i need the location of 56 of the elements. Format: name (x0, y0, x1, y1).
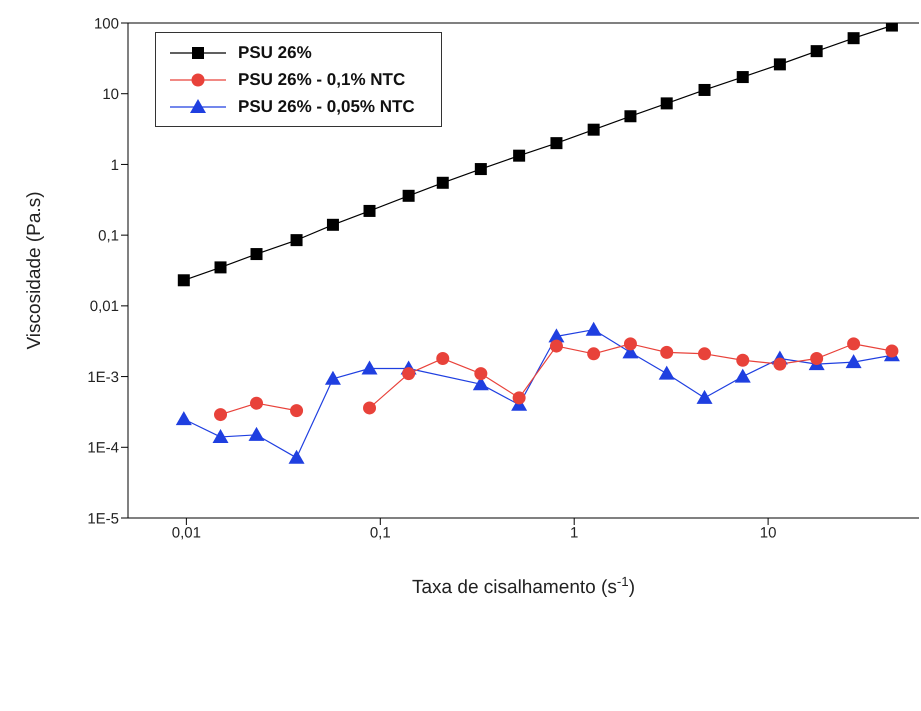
point (624, 337, 637, 350)
y-tick-label: 1E-3 (87, 368, 119, 386)
y-tick-label: 100 (94, 15, 119, 32)
point (250, 396, 264, 410)
point (698, 84, 711, 96)
y-tick-label: 1E-4 (87, 440, 119, 457)
point (290, 234, 303, 246)
point (810, 45, 823, 58)
point (885, 344, 898, 358)
point (736, 354, 750, 367)
x-tick-label: 1 (570, 524, 578, 542)
x-tick-label: 0,01 (172, 524, 201, 542)
point (736, 71, 749, 84)
point (810, 352, 824, 366)
point (512, 391, 526, 404)
point (588, 124, 600, 136)
point (326, 218, 339, 231)
point (774, 58, 786, 70)
legend-label: PSU 26% - 0,05% NTC (238, 96, 415, 116)
point (847, 337, 860, 350)
point (513, 150, 526, 162)
y-axis-title: Viscosidade (Pa.s) (24, 191, 45, 350)
y-tick-label: 1 (110, 156, 119, 174)
point (363, 401, 376, 414)
point (587, 347, 600, 360)
point (214, 408, 228, 422)
point (362, 360, 378, 375)
point (698, 347, 712, 360)
point (550, 137, 562, 150)
point (212, 428, 229, 443)
point (474, 163, 487, 176)
x-tick-label: 10 (760, 524, 776, 542)
point (660, 97, 673, 110)
legend-label: PSU 26% (238, 42, 312, 62)
y-tick-label: 0,1 (98, 227, 119, 244)
point (660, 346, 674, 359)
point (250, 248, 263, 260)
x-tick-label: 0,1 (370, 524, 391, 542)
point (848, 32, 860, 44)
legend-label: PSU 26% - 0,1% NTC (238, 70, 406, 90)
point (550, 340, 563, 353)
point (178, 274, 190, 286)
point (364, 204, 376, 217)
point (474, 367, 488, 380)
point (214, 261, 227, 274)
point (773, 358, 786, 371)
point (324, 370, 341, 385)
point (624, 110, 636, 122)
y-tick-label: 10 (102, 86, 119, 104)
point (290, 404, 304, 418)
point (288, 450, 305, 464)
y-tick-label: 1E-5 (87, 510, 119, 528)
point (248, 426, 265, 441)
y-tick-label: 0,01 (90, 298, 119, 316)
x-axis-title: Taxa de cisalhamento (s$^{-1}$) (412, 574, 636, 598)
point (176, 411, 192, 426)
